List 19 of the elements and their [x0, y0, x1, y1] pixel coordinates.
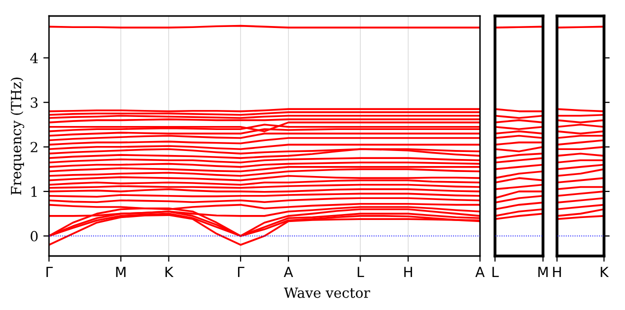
x-tick-label: H [553, 266, 561, 277]
x-axis-title: Wave vector [284, 288, 370, 298]
y-tick-label: 4 [30, 52, 38, 64]
y-tick-label: 3 [30, 97, 38, 108]
x-tick-label: K [600, 266, 609, 277]
x-tick-label: L [358, 266, 364, 277]
x-tick-label: A [475, 266, 485, 277]
y-tick-label: 1 [31, 186, 37, 197]
y-tick-label: 2 [30, 142, 38, 152]
x-tick-label: M [538, 266, 548, 277]
x-tick-label: M [116, 266, 126, 277]
x-tick-label: Γ [46, 266, 53, 277]
x-tick-label: L [492, 266, 499, 277]
y-axis-title: Frequency (THz) [10, 78, 24, 195]
x-tick-label: H [404, 266, 412, 277]
x-tick-label: Γ [238, 266, 244, 277]
x-tick-label: K [166, 266, 174, 277]
x-tick-label: A [284, 266, 294, 277]
y-tick-label: 0 [30, 230, 38, 242]
